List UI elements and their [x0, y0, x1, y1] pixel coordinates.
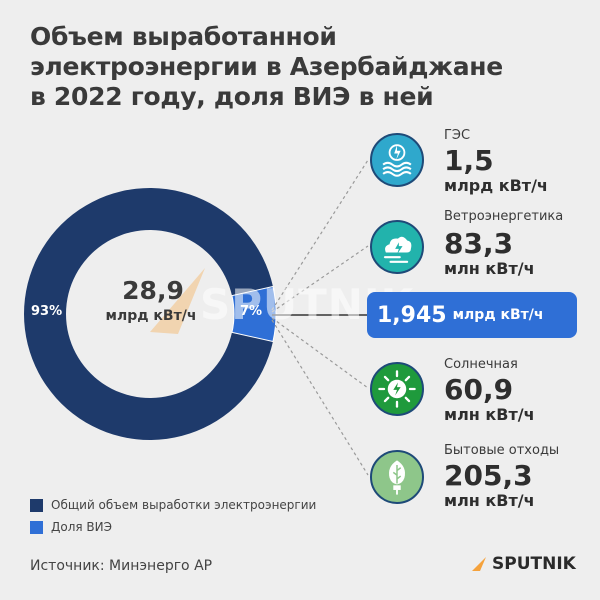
connector-bio [271, 319, 369, 476]
legend-item-total: Общий объем выработки электроэнергии [30, 494, 316, 516]
sputnik-logo-icon [472, 557, 486, 571]
bio-unit: млн кВт/ч [444, 491, 535, 510]
slice-res [231, 285, 277, 343]
legend-label-res: Доля ВИЭ [51, 520, 113, 534]
connector-wind [271, 245, 369, 313]
chart-title: Объем выработанной электроэнергии в Азер… [30, 22, 590, 112]
bio-name: Бытовые отходы [444, 443, 560, 458]
source-note: Источник: Минэнерго АР [30, 558, 213, 574]
wind-unit: млн кВт/ч [444, 259, 535, 278]
brand-name: SPUTNIK [492, 554, 576, 574]
connector-lines [271, 159, 369, 476]
slice-total [24, 187, 273, 441]
legend-swatch-res [30, 520, 43, 534]
hydro-unit: млрд кВт/ч [444, 176, 548, 195]
sputnik-arrow-mark [150, 268, 205, 334]
renewables-total-box: 1,945 млрд кВт/ч [367, 292, 577, 338]
renewables-total-unit: млрд кВт/ч [452, 307, 544, 323]
hydro-value: 1,5 [444, 144, 494, 177]
solar-name: Солнечная [444, 357, 518, 372]
title-line-2: электроэнергии в Азербайджане [30, 52, 503, 81]
connector-solar [271, 317, 369, 389]
slice-label-total: 93% [31, 304, 63, 319]
connector-hydro [271, 159, 369, 311]
center-value: 28,9 [122, 276, 184, 305]
solar-icon [370, 362, 424, 416]
solar-unit: млн кВт/ч [444, 405, 535, 424]
solar-value: 60,9 [444, 373, 514, 406]
slice-label-res: 7% [240, 304, 263, 319]
legend-swatch-total [30, 498, 43, 512]
legend-label-total: Общий объем выработки электроэнергии [51, 498, 317, 512]
title-line-3: в 2022 году, доля ВИЭ в ней [30, 82, 434, 111]
title-line-1: Объем выработанной [30, 22, 337, 51]
bio-value: 205,3 [444, 459, 533, 492]
legend: Общий объем выработки электроэнергии Дол… [30, 494, 316, 538]
hydro-name: ГЭС [444, 128, 471, 143]
renewables-total-value: 1,945 [377, 302, 447, 328]
wind-value: 83,3 [444, 227, 514, 260]
wind-name: Ветроэнергетика [444, 209, 564, 224]
biomass-icon [370, 450, 424, 504]
brand-logo: SPUTNIK [470, 554, 576, 574]
hydro-icon [370, 133, 424, 187]
wind-icon [370, 220, 424, 274]
legend-item-res: Доля ВИЭ [30, 516, 316, 538]
center-unit: млрд кВт/ч [105, 308, 197, 324]
